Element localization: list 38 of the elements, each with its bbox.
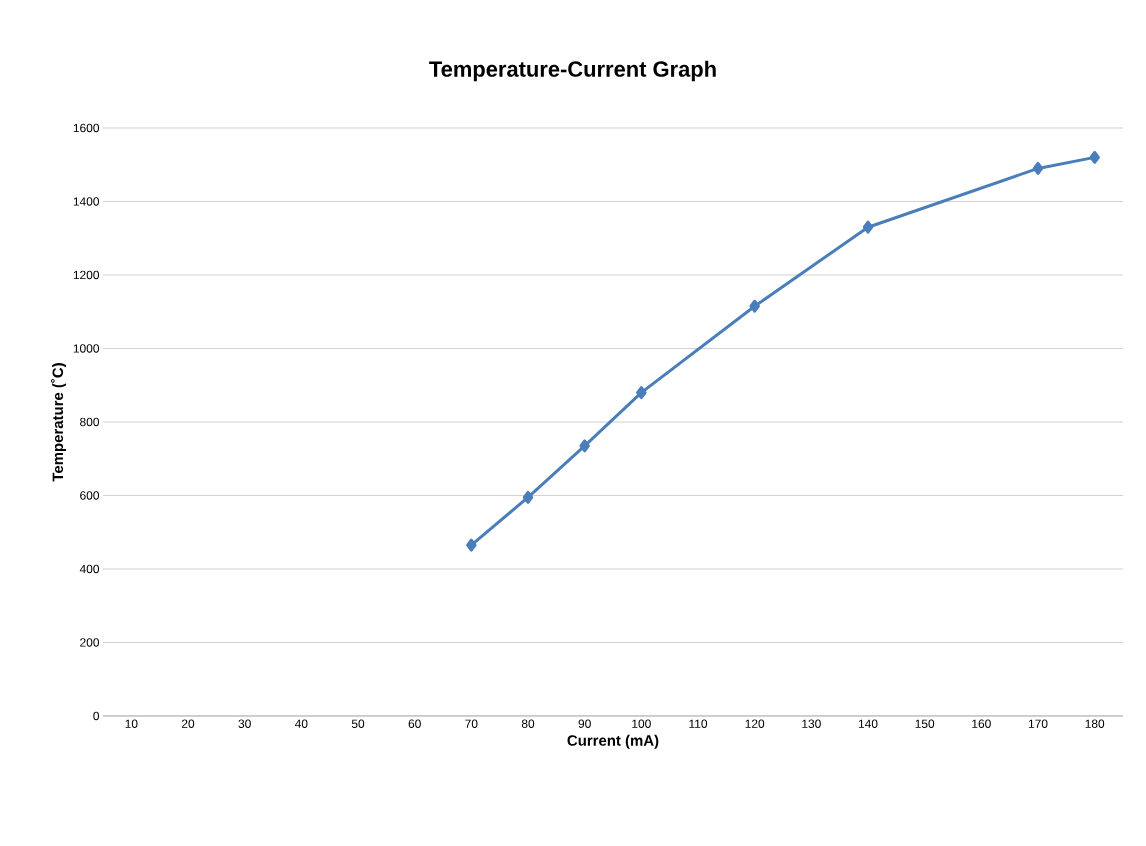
x-tick-label: 150	[915, 719, 935, 728]
x-tick-label: 130	[802, 719, 821, 728]
point	[1032, 161, 1044, 175]
x-tick-label: 10	[125, 719, 138, 728]
point	[466, 538, 477, 552]
x-tick-label: 140	[858, 719, 878, 728]
y-tick-label: 600	[80, 491, 100, 500]
point	[522, 490, 534, 504]
x-tick-label: 50	[351, 719, 365, 728]
y-tick-label: 1600	[73, 123, 100, 133]
x-tick-label: 110	[689, 719, 708, 728]
y-axis-title: Temperature (˚C)	[50, 363, 67, 482]
x-tick-label: 60	[408, 719, 421, 728]
y-tick-label: 1400	[73, 197, 100, 206]
x-tick-label: 70	[465, 719, 478, 728]
point	[579, 439, 590, 453]
x-tick-label: 180	[1085, 719, 1105, 728]
x-tick-label: 90	[578, 719, 591, 728]
x-tick-label: 80	[521, 719, 535, 728]
point	[1089, 150, 1100, 164]
x-tick-label: 30	[238, 719, 251, 728]
x-tick-label: 40	[294, 719, 308, 728]
y-tick-label: 1000	[73, 344, 100, 353]
x-tick-label: 120	[745, 719, 765, 728]
x-tick-label: 20	[181, 719, 195, 728]
y-tick-label: 0	[93, 711, 100, 721]
y-tick-label: 400	[79, 564, 100, 574]
chart-title: Temperature-Current Graph	[429, 60, 716, 82]
point	[636, 386, 647, 400]
y-tick-label: 200	[80, 638, 100, 647]
y-tick-label: 800	[80, 417, 100, 427]
y-tick-label: 1200	[73, 270, 100, 280]
x-tick-label: 170	[1028, 719, 1048, 728]
point	[862, 220, 874, 234]
x-tick-label: 100	[632, 719, 651, 728]
x-tick-label: 160	[972, 719, 991, 728]
point	[749, 299, 760, 313]
x-axis-title: Current (mA)	[567, 734, 659, 749]
